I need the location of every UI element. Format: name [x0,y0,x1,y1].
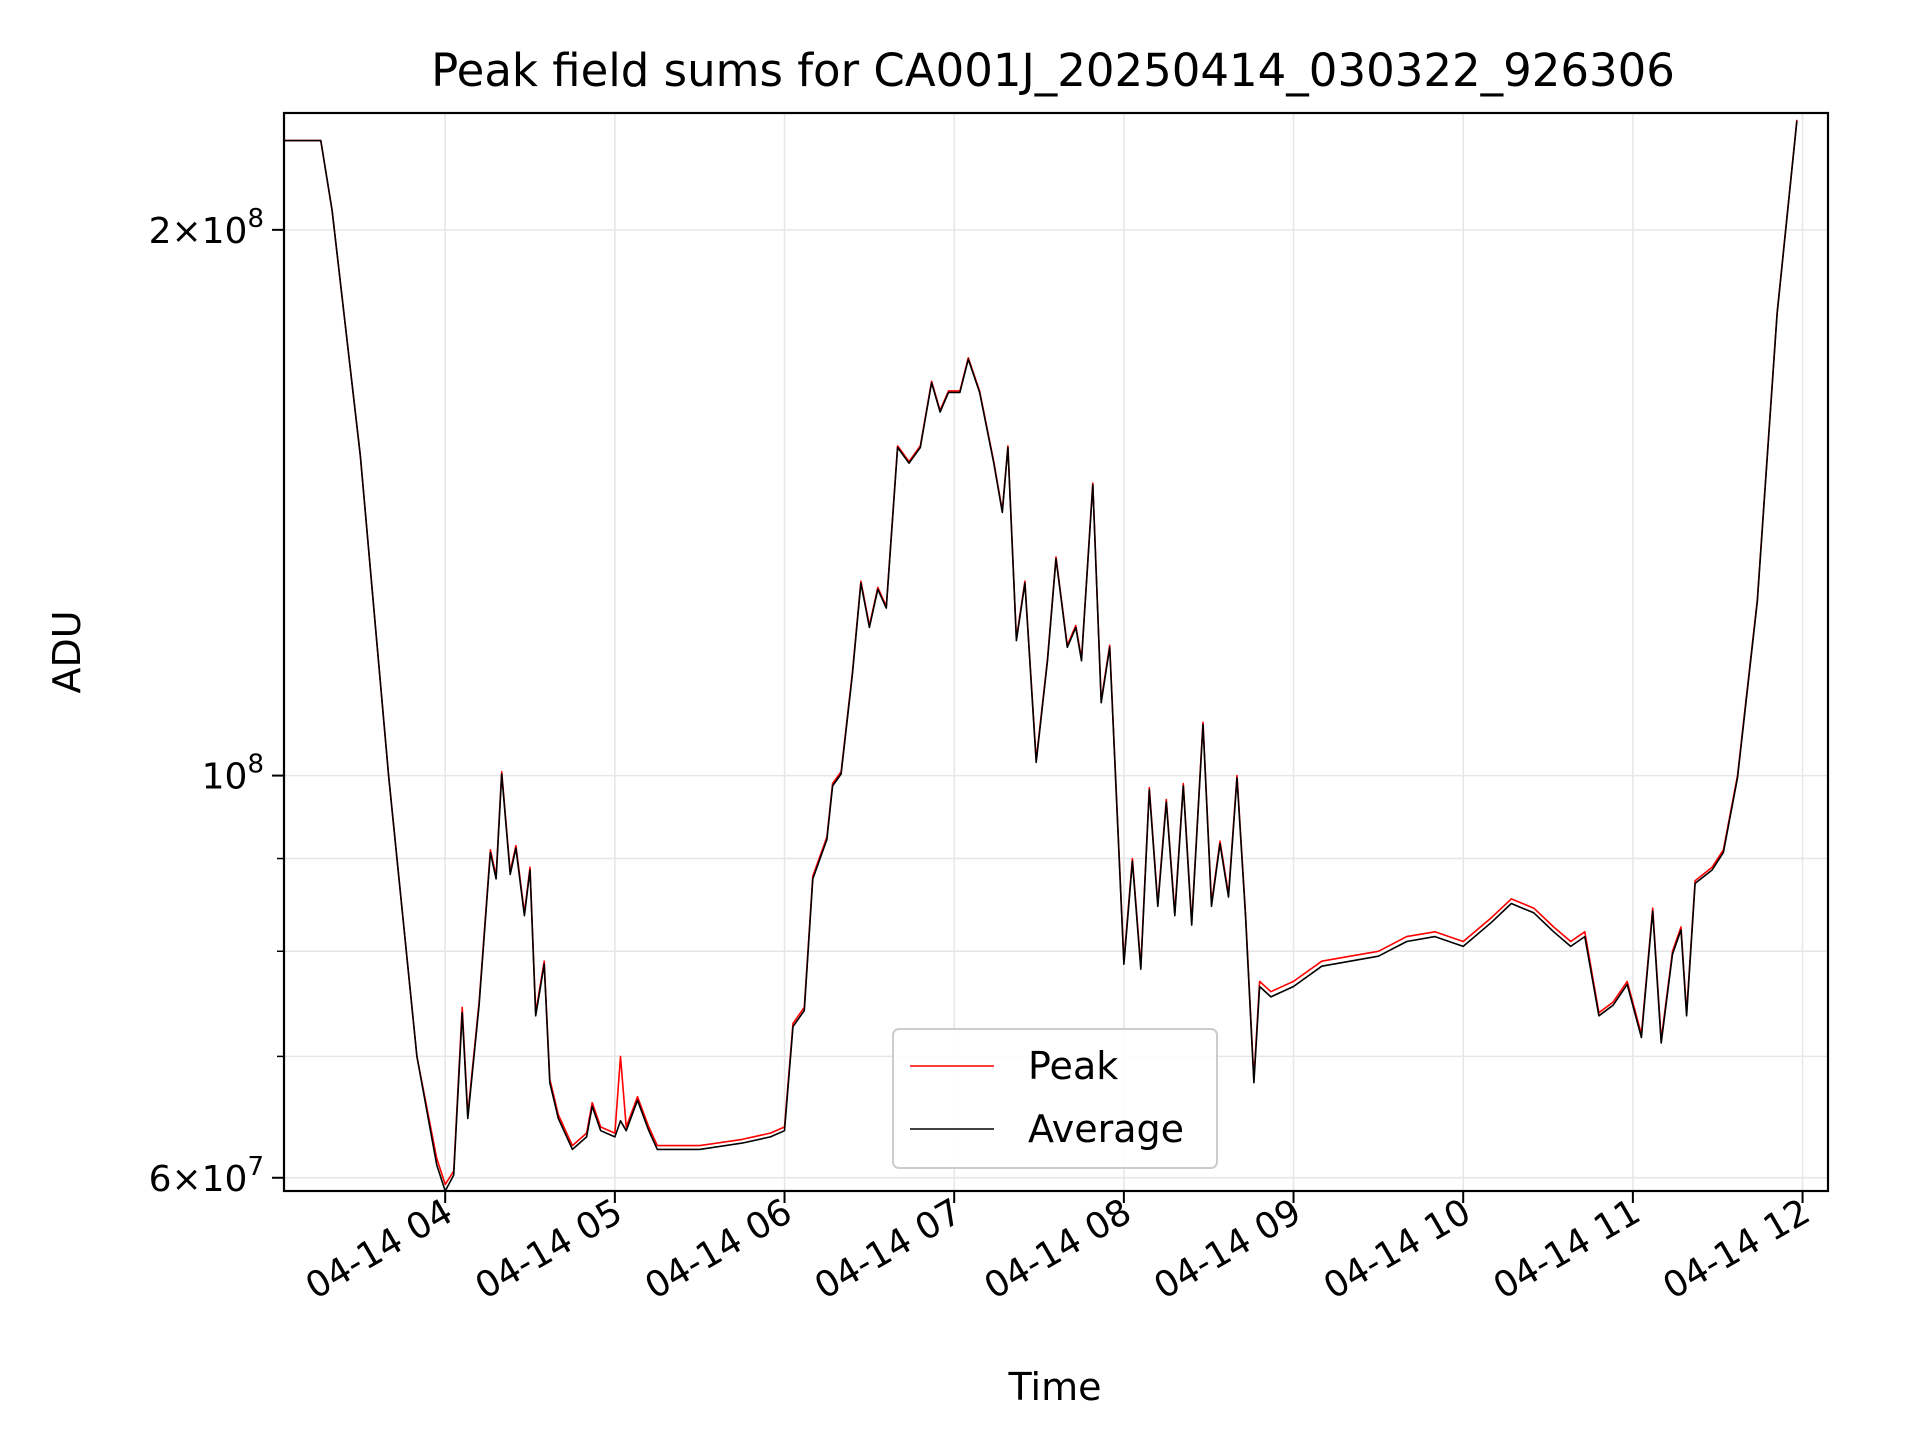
x-axis-label: Time [1008,1365,1102,1409]
series-lines [284,119,1798,1192]
series-line-average [284,120,1798,1192]
grid [284,113,1828,1191]
legend-box [892,1028,1218,1169]
plot-frame [282,111,1830,1193]
legend-average-label: Average [1028,1107,1184,1151]
legend: Peak Average [892,1028,1218,1169]
y-tick-label: 2×108 [149,204,264,252]
chart-title: Peak field sums for CA001J_20250414_0303… [431,44,1675,97]
y-axis-ticks: 6×107 108 2×108 [149,204,284,1200]
y-tick-label: 108 [202,750,264,798]
legend-peak-label: Peak [1028,1044,1118,1088]
y-tick-label: 6×107 [149,1152,264,1200]
y-axis-label: ADU [45,610,89,693]
